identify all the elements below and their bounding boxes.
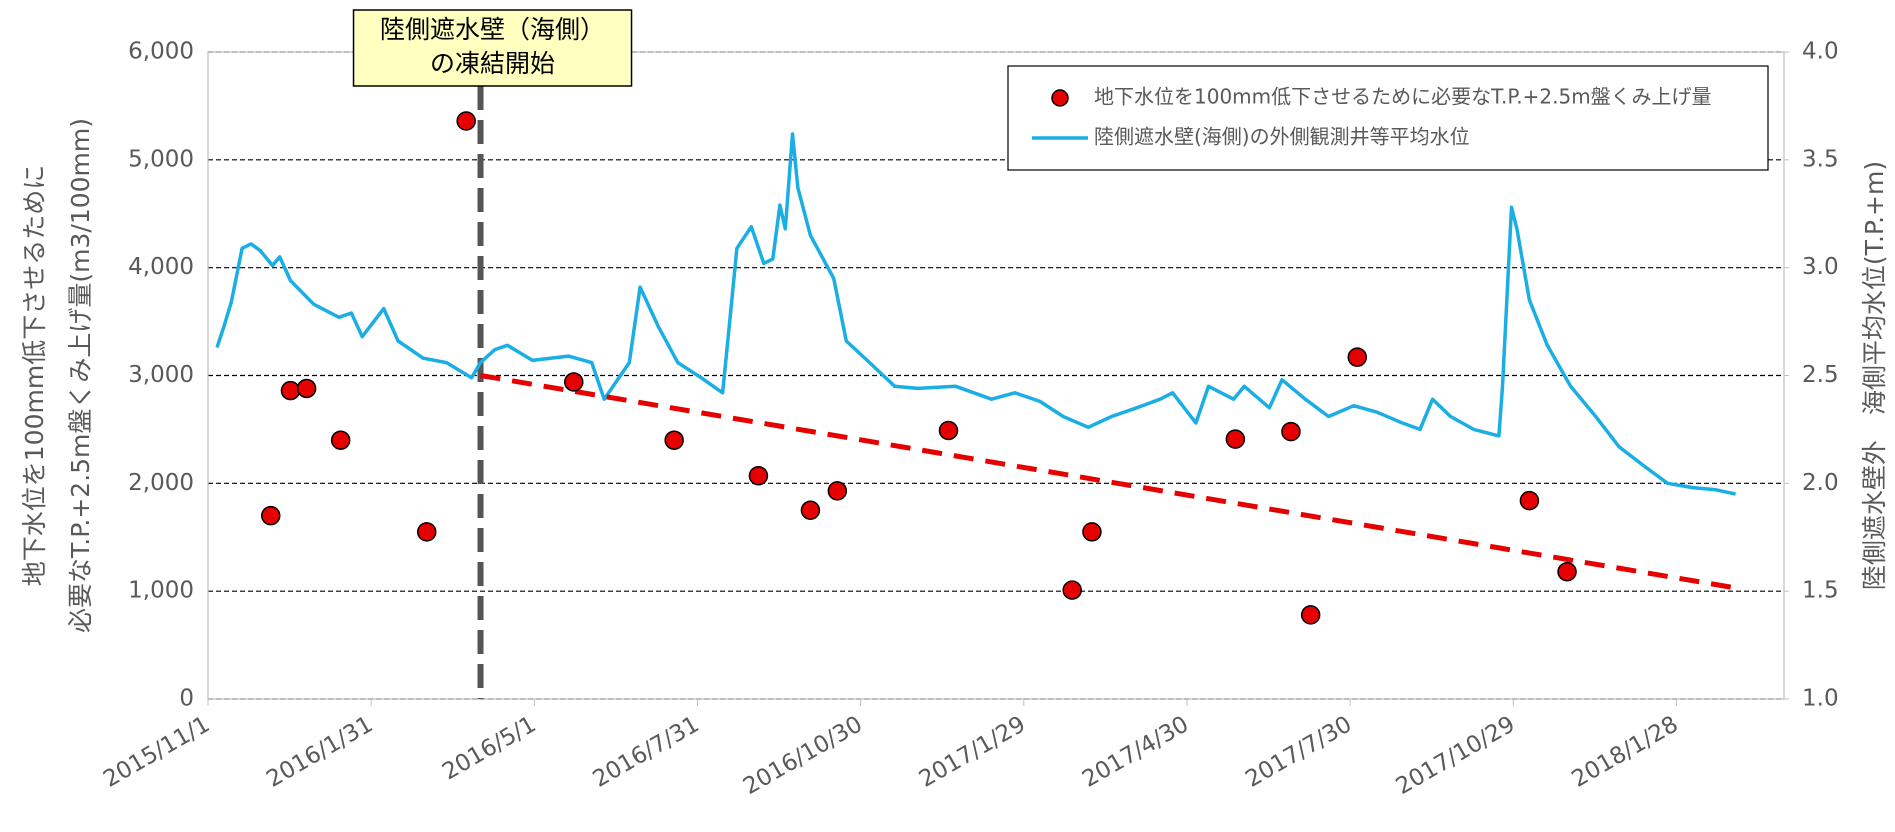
data-point: [1519, 490, 1540, 511]
data-point: [827, 481, 848, 501]
x-tick-label: 2016/7/31: [589, 711, 704, 792]
data-point: [1281, 421, 1301, 442]
y2-tick-label: 2.0: [1802, 470, 1839, 496]
data-point: [416, 522, 437, 542]
data-point: [330, 430, 351, 450]
data-point: [261, 505, 281, 526]
y2-tick-label: 1.0: [1802, 686, 1839, 712]
x-tick-label: 2015/11/1: [99, 711, 214, 792]
x-tick-label: 2017/10/29: [1392, 711, 1520, 800]
data-point: [1300, 605, 1321, 625]
data-point: [564, 372, 584, 392]
data-point: [1557, 562, 1577, 582]
y2-tick-label: 2.5: [1802, 362, 1839, 388]
x-tick-label: 2017/7/30: [1241, 711, 1356, 792]
data-point: [938, 420, 959, 441]
y-axis-title: 地下水位を100mm低下させるために: [20, 165, 49, 586]
x-tick-label: 2016/1/31: [262, 711, 377, 792]
legend-label: 地下水位を100mm低下させるために必要なT.P.+2.5m盤くみ上げ量: [1094, 85, 1712, 109]
x-tick-label: 2016/5/1: [438, 711, 540, 785]
water-level-line: [215, 132, 1736, 496]
x-tick-label: 2017/4/30: [1078, 711, 1193, 792]
y2-axis-title: 陸側遮水壁外 海側平均水位(T.P.+m): [1860, 161, 1889, 590]
annotation-text: 陸側遮水壁（海側）: [380, 15, 605, 44]
annotation-box: [352, 9, 633, 87]
y-tick-label: 2,000: [128, 470, 194, 496]
trend-line: [480, 373, 1737, 591]
y2-tick-label: 4.0: [1802, 39, 1839, 65]
data-point: [1082, 522, 1102, 542]
y-tick-label: 0: [179, 686, 194, 712]
y2-tick-label: 3.5: [1802, 146, 1839, 172]
data-point: [664, 430, 684, 450]
data-point: [800, 500, 821, 521]
legend-label: 陸側遮水壁(海側)の外側観測井等平均水位: [1094, 125, 1470, 149]
legend-box: [1007, 65, 1769, 171]
y-tick-label: 3,000: [128, 362, 194, 388]
annotation-text: の凍結開始: [430, 49, 555, 78]
y-tick-label: 1,000: [128, 578, 194, 604]
data-point: [456, 111, 476, 131]
y2-tick-label: 1.5: [1802, 578, 1839, 604]
y-tick-label: 6,000: [128, 39, 194, 65]
x-tick-label: 2017/1/29: [915, 711, 1030, 792]
data-point: [280, 380, 301, 401]
legend-marker: [1051, 89, 1069, 107]
data-point: [1347, 347, 1368, 367]
y-tick-label: 5,000: [128, 146, 194, 172]
data-point: [1062, 580, 1082, 600]
y2-tick-label: 3.0: [1802, 254, 1839, 280]
y-tick-label: 4,000: [128, 254, 194, 280]
x-tick-label: 2018/1/28: [1568, 711, 1683, 792]
y-axis-title: 必要なT.P.+2.5m盤くみ上げ量(m3/100mm): [66, 118, 95, 633]
plot-frame: [207, 51, 1785, 700]
x-tick-label: 2016/10/30: [739, 711, 867, 800]
data-point: [1225, 429, 1246, 449]
data-point: [748, 466, 769, 486]
data-point: [296, 378, 317, 399]
